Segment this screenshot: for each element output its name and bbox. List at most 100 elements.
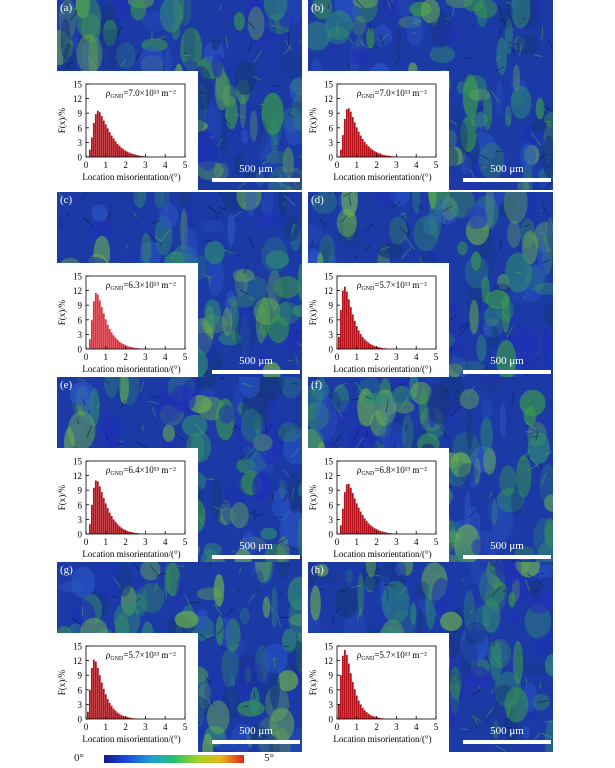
y-tick-label: 6 <box>78 123 83 133</box>
density-annotation: ρGND=6.8×10¹³ m⁻² <box>356 465 427 477</box>
histogram-bar <box>124 150 127 157</box>
y-tick-label: 0 <box>78 715 83 725</box>
histogram-bar <box>363 518 366 534</box>
histogram-bar <box>136 155 139 157</box>
panel-label: (b) <box>311 2 324 14</box>
x-tick-label: 1 <box>104 160 109 170</box>
density-annotation: ρGND=5.7×10¹³ m⁻² <box>356 650 427 662</box>
scale-bar: 500 μm <box>463 163 551 182</box>
histogram-bar <box>132 532 135 534</box>
histogram-bar <box>110 705 113 719</box>
histogram-bar <box>112 138 115 157</box>
y-tick-label: 6 <box>78 315 83 325</box>
histogram-bar <box>88 149 91 157</box>
histogram-bar <box>337 704 340 719</box>
histogram-bar <box>114 521 117 534</box>
histogram-bar <box>351 682 354 719</box>
histogram-bar <box>122 716 125 719</box>
x-tick-label: 1 <box>355 352 360 362</box>
density-annotation: ρGND=7.0×10¹³ m⁻² <box>105 88 176 100</box>
panel-f: (f) 500 μm 0 3 6 9 12 15 0 1 2 3 4 5 Location misorien… <box>308 377 553 567</box>
histogram-bar <box>367 713 370 719</box>
histogram-bar <box>108 702 111 719</box>
x-tick-label: 2 <box>374 160 379 170</box>
x-tick-label: 5 <box>183 722 188 732</box>
y-tick-label: 0 <box>329 715 334 725</box>
scale-bar-label: 500 μm <box>490 725 524 737</box>
histogram-inset: 0 3 6 9 12 15 0 1 2 3 4 5 Location misorientation/(°… <box>57 448 198 567</box>
y-tick-label: 6 <box>78 500 83 510</box>
histogram-bar <box>361 515 364 534</box>
histogram-bar <box>361 138 364 157</box>
x-tick-label: 3 <box>143 160 148 170</box>
x-tick-label: 0 <box>84 352 89 362</box>
histogram-bar <box>337 336 340 349</box>
x-tick-label: 5 <box>183 537 188 547</box>
panel-label: (g) <box>60 564 73 576</box>
histogram-bar <box>365 712 368 719</box>
histogram-bar <box>363 339 366 349</box>
histogram-bar <box>355 326 358 349</box>
x-tick-label: 2 <box>123 352 128 362</box>
histogram-inset: 0 3 6 9 12 15 0 1 2 3 4 5 Location misorientation/(°… <box>308 71 449 190</box>
histogram-bar <box>130 153 133 157</box>
x-tick-label: 2 <box>123 160 128 170</box>
histogram-bar <box>110 135 113 157</box>
y-tick-label: 0 <box>78 345 83 355</box>
y-tick-label: 15 <box>324 642 334 652</box>
x-tick-label: 4 <box>414 722 419 732</box>
x-axis-label: Location misorientation/(°) <box>333 549 431 559</box>
y-tick-label: 3 <box>78 138 83 148</box>
y-tick-label: 9 <box>78 301 83 311</box>
histogram-bar <box>381 154 384 157</box>
y-axis-label: F(x)/% <box>308 299 318 325</box>
panel-d: (d) 500 μm 0 3 6 9 12 15 0 1 2 3 4 5 Location misorien… <box>308 192 553 382</box>
y-axis-label: F(x)/% <box>308 669 318 695</box>
histogram-bar <box>98 300 101 349</box>
histogram-bar <box>138 155 141 157</box>
x-tick-label: 2 <box>374 722 379 732</box>
histogram-bar <box>134 533 137 534</box>
x-tick-label: 0 <box>84 722 89 732</box>
y-tick-label: 6 <box>78 685 83 695</box>
density-annotation: ρGND=6.3×10¹³ m⁻² <box>105 280 176 292</box>
y-axis-label: F(x)/% <box>57 107 67 133</box>
scale-bar-line <box>212 178 300 182</box>
histogram-bar <box>355 127 358 157</box>
histogram-bar <box>110 515 113 534</box>
histogram-bar <box>100 116 103 157</box>
x-tick-label: 5 <box>183 160 188 170</box>
x-tick-label: 1 <box>355 537 360 547</box>
x-tick-label: 5 <box>434 537 439 547</box>
histogram-bar <box>106 699 109 719</box>
histogram-bar <box>98 675 101 719</box>
histogram-bar <box>122 149 125 157</box>
histogram-bar <box>373 528 376 534</box>
histogram-bar <box>377 530 380 534</box>
histogram-bar <box>341 135 344 157</box>
histogram-bar <box>383 532 386 534</box>
histogram-inset: 0 3 6 9 12 15 0 1 2 3 4 5 Location misorientation/(°… <box>308 448 449 567</box>
x-axis-label: Location misorientation/(°) <box>333 364 431 374</box>
histogram-bar <box>100 492 103 534</box>
y-tick-label: 12 <box>73 286 82 296</box>
histogram-bar <box>120 527 123 534</box>
histogram-bar <box>349 673 352 719</box>
y-tick-label: 0 <box>78 153 83 163</box>
histogram-inset: 0 3 6 9 12 15 0 1 2 3 4 5 Location misorientation/(°… <box>57 71 198 190</box>
histogram-bar <box>128 531 131 534</box>
scale-bar: 500 μm <box>212 725 300 744</box>
x-tick-label: 5 <box>434 722 439 732</box>
histogram-bar <box>90 504 93 534</box>
histogram-bar <box>128 346 131 349</box>
histogram-bar <box>118 526 121 534</box>
scale-bar: 500 μm <box>463 355 551 374</box>
histogram-bar <box>367 523 370 534</box>
histogram-bar <box>120 715 123 719</box>
histogram-bar <box>86 711 89 719</box>
plot-frame <box>336 460 437 535</box>
plot-frame <box>336 645 437 720</box>
histogram-bar <box>387 533 390 534</box>
